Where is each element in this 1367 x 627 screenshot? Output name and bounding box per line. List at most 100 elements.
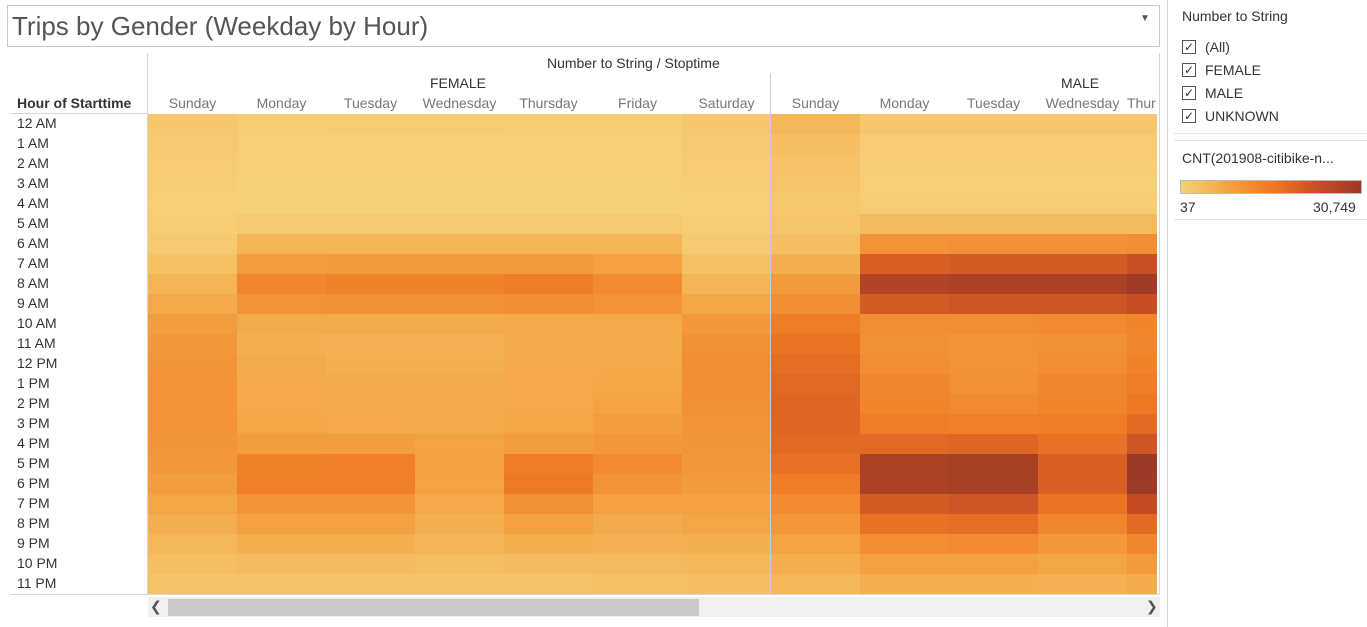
heatmap-cell-female-wednesday-7pm[interactable]: [415, 494, 504, 514]
heatmap-cell-female-wednesday-1pm[interactable]: [415, 374, 504, 394]
heatmap-cell-female-tuesday-9pm[interactable]: [326, 534, 415, 554]
heatmap-cell-female-friday-1pm[interactable]: [593, 374, 682, 394]
heatmap-cell-female-thursday-3pm[interactable]: [504, 414, 593, 434]
heatmap-cell-female-tuesday-1am[interactable]: [326, 134, 415, 154]
heatmap-cell-female-monday-5pm[interactable]: [237, 454, 326, 474]
heatmap-cell-female-monday-1pm[interactable]: [237, 374, 326, 394]
heatmap-cell-female-tuesday-2pm[interactable]: [326, 394, 415, 414]
heatmap-cell-female-saturday-9am[interactable]: [682, 294, 771, 314]
heatmap-cell-female-sunday-7pm[interactable]: [148, 494, 237, 514]
day-header-female-monday[interactable]: Monday: [256, 95, 307, 111]
heatmap-cell-female-monday-5am[interactable]: [237, 214, 326, 234]
day-header-female-sunday[interactable]: Sunday: [168, 95, 217, 111]
heatmap-cell-male-sunday-12am[interactable]: [771, 114, 860, 134]
heatmap-cell-female-monday-6am[interactable]: [237, 234, 326, 254]
heatmap-cell-female-saturday-8am[interactable]: [682, 274, 771, 294]
heatmap-cell-female-saturday-11am[interactable]: [682, 334, 771, 354]
heatmap-cell-female-friday-9am[interactable]: [593, 294, 682, 314]
heatmap-cell-male-sunday-10am[interactable]: [771, 314, 860, 334]
heatmap-cell-male-sunday-9am[interactable]: [771, 294, 860, 314]
day-header-female-tuesday[interactable]: Tuesday: [343, 95, 398, 111]
heatmap-cell-male-wednesday-7pm[interactable]: [1038, 494, 1127, 514]
heatmap-cell-male-wednesday-10pm[interactable]: [1038, 554, 1127, 574]
heatmap-cell-female-saturday-11pm[interactable]: [682, 574, 771, 594]
heatmap-cell-female-thursday-4pm[interactable]: [504, 434, 593, 454]
heatmap-cell-male-thur-5am[interactable]: [1127, 214, 1157, 234]
heatmap-cell-female-wednesday-12pm[interactable]: [415, 354, 504, 374]
heatmap-cell-female-friday-2pm[interactable]: [593, 394, 682, 414]
heatmap-cell-female-thursday-6pm[interactable]: [504, 474, 593, 494]
heatmap-cell-female-wednesday-9pm[interactable]: [415, 534, 504, 554]
heatmap-cell-male-sunday-6pm[interactable]: [771, 474, 860, 494]
heatmap-cell-female-wednesday-8pm[interactable]: [415, 514, 504, 534]
heatmap-cell-male-monday-8am[interactable]: [860, 274, 949, 294]
heatmap-cell-male-thur-6pm[interactable]: [1127, 474, 1157, 494]
heatmap-cell-female-monday-8pm[interactable]: [237, 514, 326, 534]
heatmap-cell-male-sunday-7pm[interactable]: [771, 494, 860, 514]
heatmap-cell-female-wednesday-4am[interactable]: [415, 194, 504, 214]
heatmap-cell-female-tuesday-3pm[interactable]: [326, 414, 415, 434]
heatmap-cell-female-sunday-11pm[interactable]: [148, 574, 237, 594]
title-dropdown-caret-icon[interactable]: ▼: [1140, 13, 1150, 24]
scroll-right-arrow-icon[interactable]: ❯: [1146, 598, 1158, 614]
heatmap-cell-male-tuesday-4am[interactable]: [949, 194, 1038, 214]
heatmap-cell-female-monday-11am[interactable]: [237, 334, 326, 354]
heatmap-cell-female-monday-4pm[interactable]: [237, 434, 326, 454]
heatmap-cell-male-wednesday-8am[interactable]: [1038, 274, 1127, 294]
heatmap-cell-female-friday-12pm[interactable]: [593, 354, 682, 374]
heatmap-cell-female-saturday-2pm[interactable]: [682, 394, 771, 414]
heatmap-cell-male-monday-7pm[interactable]: [860, 494, 949, 514]
heatmap-cell-female-saturday-4pm[interactable]: [682, 434, 771, 454]
heatmap-cell-male-wednesday-2pm[interactable]: [1038, 394, 1127, 414]
heatmap-cell-male-tuesday-7pm[interactable]: [949, 494, 1038, 514]
checkbox-checked-icon[interactable]: ✓: [1182, 40, 1196, 54]
heatmap-cell-male-sunday-7am[interactable]: [771, 254, 860, 274]
heatmap-cell-female-saturday-2am[interactable]: [682, 154, 771, 174]
hour-label[interactable]: 12 AM: [17, 115, 57, 131]
heatmap-cell-male-monday-6am[interactable]: [860, 234, 949, 254]
heatmap-cell-male-monday-11am[interactable]: [860, 334, 949, 354]
heatmap-cell-female-sunday-2am[interactable]: [148, 154, 237, 174]
heatmap-cell-male-wednesday-12am[interactable]: [1038, 114, 1127, 134]
heatmap-cell-male-tuesday-3pm[interactable]: [949, 414, 1038, 434]
heatmap-cell-female-sunday-3am[interactable]: [148, 174, 237, 194]
heatmap-cell-female-monday-11pm[interactable]: [237, 574, 326, 594]
heatmap-cell-male-monday-9pm[interactable]: [860, 534, 949, 554]
heatmap-cell-male-wednesday-4am[interactable]: [1038, 194, 1127, 214]
heatmap-cell-male-sunday-10pm[interactable]: [771, 554, 860, 574]
heatmap-cell-male-tuesday-5am[interactable]: [949, 214, 1038, 234]
heatmap-cell-female-thursday-1pm[interactable]: [504, 374, 593, 394]
heatmap-cell-male-monday-2am[interactable]: [860, 154, 949, 174]
heatmap-cell-female-friday-7pm[interactable]: [593, 494, 682, 514]
heatmap-cell-female-tuesday-4pm[interactable]: [326, 434, 415, 454]
hour-label[interactable]: 10 PM: [17, 555, 58, 571]
heatmap-cell-female-saturday-10am[interactable]: [682, 314, 771, 334]
heatmap-cell-male-monday-3am[interactable]: [860, 174, 949, 194]
heatmap-cell-female-friday-11am[interactable]: [593, 334, 682, 354]
heatmap-cell-female-friday-3pm[interactable]: [593, 414, 682, 434]
heatmap-cell-female-tuesday-2am[interactable]: [326, 154, 415, 174]
heatmap-cell-female-wednesday-6am[interactable]: [415, 234, 504, 254]
heatmap-cell-female-thursday-11pm[interactable]: [504, 574, 593, 594]
heatmap-cell-male-tuesday-11am[interactable]: [949, 334, 1038, 354]
heatmap-cell-female-monday-1am[interactable]: [237, 134, 326, 154]
heatmap-cell-female-friday-5pm[interactable]: [593, 454, 682, 474]
heatmap-cell-male-tuesday-9am[interactable]: [949, 294, 1038, 314]
heatmap-cell-female-tuesday-11am[interactable]: [326, 334, 415, 354]
hour-label[interactable]: 6 AM: [17, 235, 49, 251]
heatmap-cell-male-tuesday-6pm[interactable]: [949, 474, 1038, 494]
heatmap-cell-female-wednesday-5am[interactable]: [415, 214, 504, 234]
heatmap-cell-female-tuesday-7am[interactable]: [326, 254, 415, 274]
hour-label[interactable]: 8 AM: [17, 275, 49, 291]
heatmap-cell-male-wednesday-9pm[interactable]: [1038, 534, 1127, 554]
heatmap-cell-male-monday-12pm[interactable]: [860, 354, 949, 374]
heatmap-cell-male-thur-2am[interactable]: [1127, 154, 1157, 174]
heatmap-cell-female-monday-2pm[interactable]: [237, 394, 326, 414]
heatmap-cell-female-friday-10am[interactable]: [593, 314, 682, 334]
heatmap-cell-male-thur-12am[interactable]: [1127, 114, 1157, 134]
heatmap-cell-female-sunday-9pm[interactable]: [148, 534, 237, 554]
heatmap-cell-male-monday-8pm[interactable]: [860, 514, 949, 534]
heatmap-cell-male-tuesday-2pm[interactable]: [949, 394, 1038, 414]
heatmap-cell-male-wednesday-1pm[interactable]: [1038, 374, 1127, 394]
heatmap-cell-male-thur-1am[interactable]: [1127, 134, 1157, 154]
